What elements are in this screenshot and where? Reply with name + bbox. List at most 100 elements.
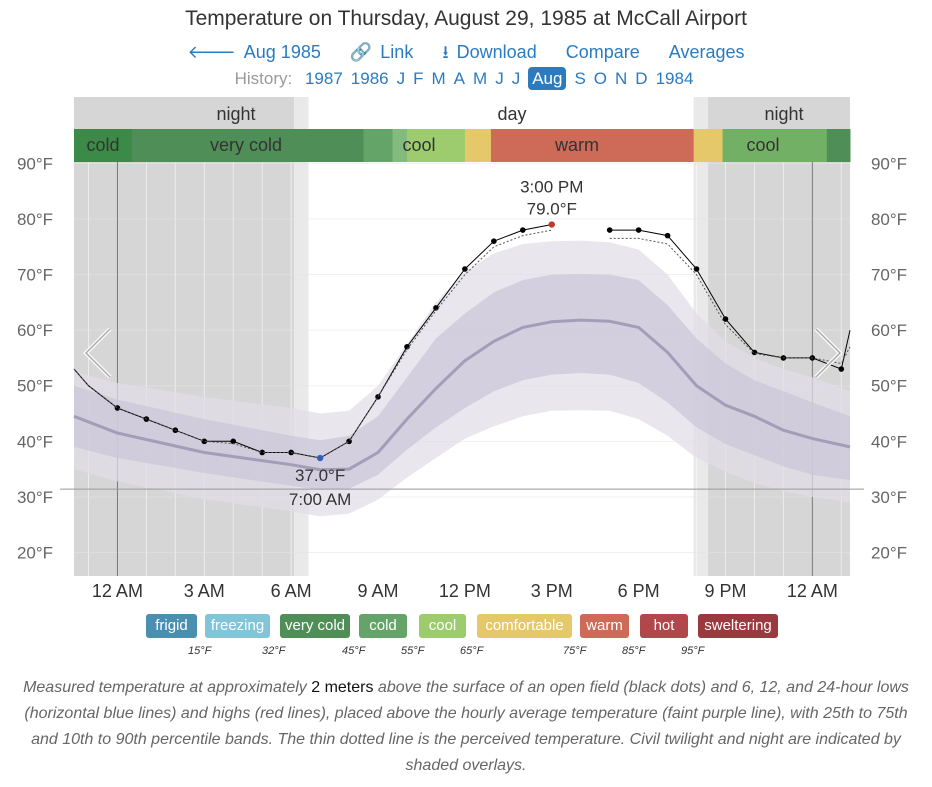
history-item-11[interactable]: O: [593, 69, 608, 88]
category-segment-2: [363, 129, 394, 162]
history-item-3[interactable]: F: [413, 69, 424, 88]
temperature-point: [635, 227, 642, 233]
history-item-2[interactable]: J: [396, 69, 406, 88]
history-item-8[interactable]: J: [511, 69, 521, 88]
legend-category-1: freezing: [205, 614, 270, 638]
category-label-1: very cold: [210, 135, 282, 155]
caption-part1: Measured temperature at approximately: [23, 679, 312, 696]
history-item-13[interactable]: D: [635, 69, 648, 88]
y-tick-label-right: 70°F: [871, 266, 907, 285]
history-bar: History: 1987 1986 J F M A M J J Aug S O N D 1984: [0, 67, 932, 90]
y-tick-label-left: 70°F: [17, 266, 53, 285]
perceived-temperature-line: [73, 229, 552, 459]
legend-category-8: sweltering: [698, 614, 778, 638]
history-item-5[interactable]: A: [453, 69, 466, 88]
temperature-legend: frigid freezing very cold cold cool comfortab…: [0, 614, 932, 657]
legend-category-2: very cold: [280, 614, 350, 638]
category-segment-3: [392, 129, 408, 162]
period-label-2: day: [497, 104, 526, 124]
caption-emphasis: 2 meters: [311, 679, 374, 696]
legend-category-3: cold: [359, 614, 407, 638]
temperature-point: [722, 316, 729, 322]
arrow-left-icon: 🡐: [187, 42, 236, 62]
y-tick-label-left: 30°F: [17, 488, 53, 507]
legend-threshold-6: 85°F: [622, 645, 646, 657]
category-label-4: cool: [402, 135, 435, 155]
temperature-point: [201, 438, 208, 445]
download-icon: ⭳: [442, 42, 449, 62]
link-icon: 🔗: [349, 42, 373, 62]
percentile-band-25-75: [74, 274, 850, 490]
history-item-1[interactable]: 1986: [350, 69, 389, 88]
legend-threshold-4: 65°F: [460, 645, 484, 657]
history-item-6[interactable]: M: [473, 69, 488, 88]
chart-caption: Measured temperature at approximately 2 …: [22, 675, 910, 779]
temperature-point: [751, 349, 758, 356]
y-tick-label-right: 80°F: [871, 210, 907, 229]
x-tick-label: 9 PM: [704, 581, 746, 601]
category-segment-9: [826, 129, 851, 162]
history-item-14[interactable]: 1984: [655, 69, 694, 88]
legend-category-5: comfortable: [477, 614, 572, 638]
y-tick-label-right: 30°F: [871, 488, 907, 507]
y-tick-label-left: 40°F: [17, 432, 53, 451]
legend-threshold-1: 32°F: [262, 645, 286, 657]
perceived-temperature-line: [609, 237, 851, 365]
min-annotation-value: 37.0°F: [295, 466, 345, 485]
download-button[interactable]: ⭳ Download: [442, 42, 536, 62]
x-tick-label: 3 PM: [531, 581, 573, 601]
x-tick-label: 12 AM: [92, 581, 143, 601]
temperature-point: [375, 394, 381, 400]
compare-link[interactable]: Compare: [565, 42, 640, 62]
category-segment-4: [406, 129, 466, 162]
history-label: History:: [234, 69, 293, 88]
category-label-0: cold: [86, 135, 119, 155]
temperature-point: [548, 221, 555, 228]
y-tick-label-left: 50°F: [17, 377, 53, 396]
y-tick-label-right: 40°F: [871, 432, 907, 451]
temperature-point: [838, 366, 845, 372]
y-tick-label-right: 50°F: [871, 377, 907, 396]
legend-threshold-0: 15°F: [188, 645, 212, 657]
history-item-9[interactable]: Aug: [528, 67, 567, 90]
category-segment-8: [722, 129, 828, 162]
legend-threshold-2: 45°F: [342, 645, 366, 657]
history-item-4[interactable]: M: [431, 69, 446, 88]
x-tick-label: 3 AM: [184, 581, 225, 601]
previous-day-arrow-icon[interactable]: [80, 325, 114, 381]
x-tick-label: 12 PM: [439, 581, 491, 601]
next-day-arrow-icon[interactable]: [812, 325, 846, 381]
history-item-10[interactable]: S: [574, 69, 586, 88]
legend-category-0: frigid: [146, 614, 197, 638]
y-tick-label-right: 20°F: [871, 544, 907, 563]
period-label-4: night: [764, 104, 803, 124]
category-segment-1: [131, 129, 365, 162]
category-label-6: warm: [554, 135, 599, 155]
legend-threshold-3: 55°F: [401, 645, 425, 657]
legend-category-4: cool: [419, 614, 466, 638]
category-label-8: cool: [746, 135, 779, 155]
temperature-point: [664, 232, 671, 239]
history-item-12[interactable]: N: [615, 69, 628, 88]
history-item-7[interactable]: J: [495, 69, 504, 88]
max-annotation-time: 3:00 PM: [520, 178, 583, 197]
legend-threshold-7: 95°F: [681, 645, 705, 657]
nav-bar: 🡐 Aug 1985 🔗 Link ⭳ Download Compare Averag…: [0, 40, 932, 70]
y-tick-label-left: 90°F: [17, 154, 53, 173]
download-label: Download: [456, 42, 537, 62]
back-month-label: Aug 1985: [243, 42, 321, 62]
temperature-point: [346, 438, 352, 445]
max-annotation-value: 79.0°F: [527, 200, 577, 219]
temperature-point: [491, 238, 497, 244]
averages-link[interactable]: Averages: [668, 42, 745, 62]
y-tick-label-right: 60°F: [871, 321, 907, 340]
temperature-point: [259, 449, 266, 456]
link-button[interactable]: 🔗 Link: [350, 42, 413, 62]
temperature-point: [230, 438, 237, 445]
period-label-0: night: [216, 104, 255, 124]
temperature-point: [404, 344, 410, 350]
link-label: Link: [380, 42, 414, 62]
back-month-link[interactable]: 🡐 Aug 1985: [188, 42, 321, 62]
history-item-0[interactable]: 1987: [304, 69, 343, 88]
category-segment-6: [490, 129, 695, 162]
